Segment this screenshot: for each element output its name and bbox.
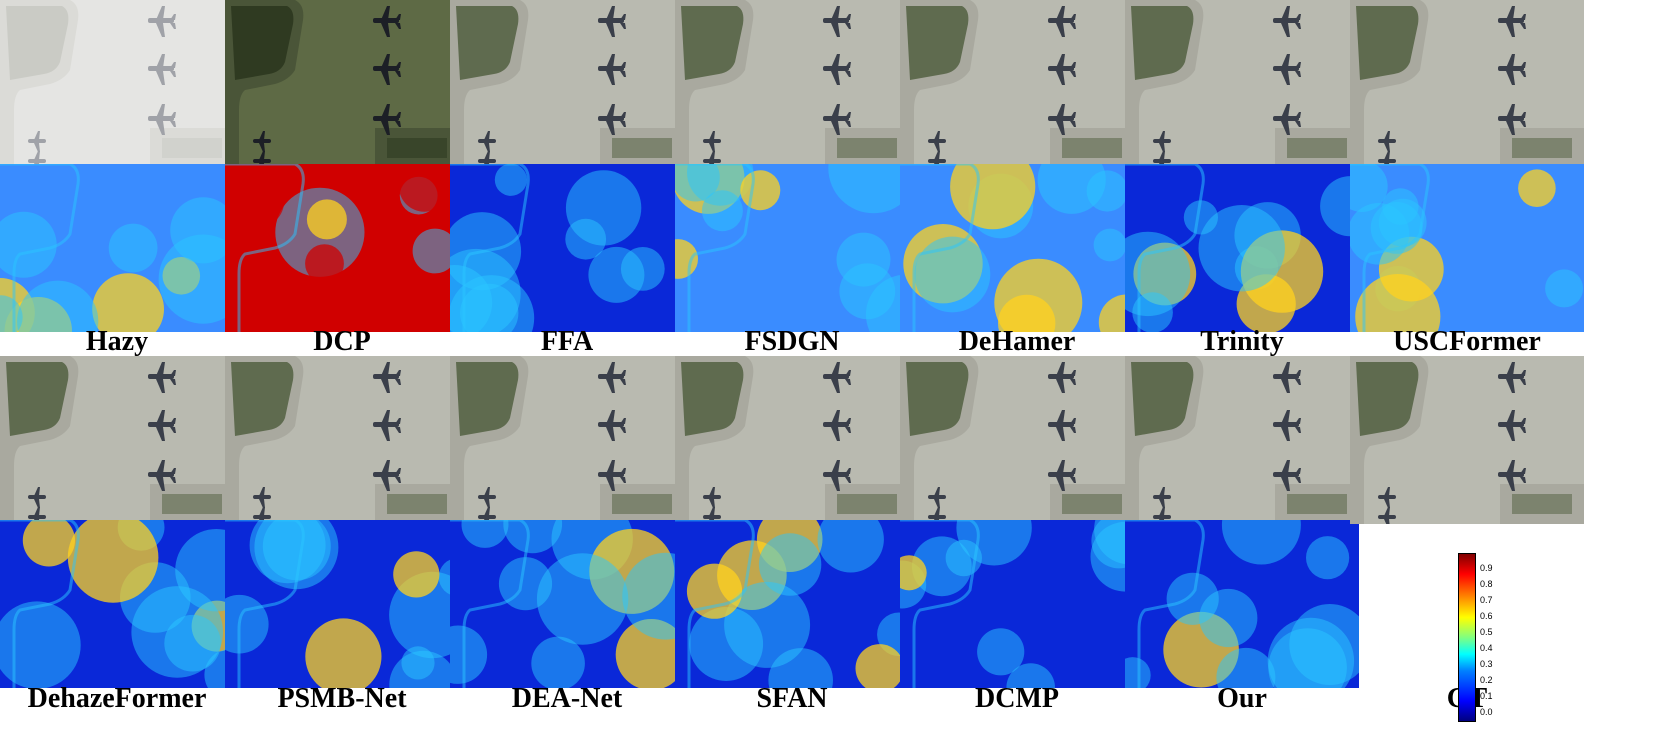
uscformer-label: USCFormer	[1393, 326, 1541, 357]
colorbar-tick: 0.2	[1480, 675, 1493, 685]
dcp-error-map	[225, 164, 459, 332]
ffa-label: FFA	[540, 326, 594, 357]
dcp-label: DCP	[313, 326, 371, 357]
colorbar-tick: 0.8	[1480, 579, 1493, 589]
error-colorbar: 0.9 0.8 0.7 0.6 0.5 0.4 0.3 0.2 0.1 0.0	[1450, 553, 1540, 722]
colorbar-tick: 0.0	[1480, 707, 1493, 717]
colorbar-tick: 0.3	[1480, 659, 1493, 669]
hazy-error-map	[0, 164, 234, 332]
colorbar-tick: 0.5	[1480, 627, 1493, 637]
fsdgn-label: FSDGN	[744, 326, 840, 357]
trinity-label: Trinity	[1200, 326, 1284, 357]
dehazeformer-image	[0, 356, 234, 524]
dcmp-error-map	[900, 520, 1134, 688]
dea-net-label: DEA-Net	[511, 683, 623, 714]
sfan-label: SFAN	[756, 683, 828, 714]
hazy-image	[0, 0, 234, 168]
dehamer-image	[900, 0, 1134, 168]
ffa-image	[450, 0, 684, 168]
psmb-net-image	[225, 356, 459, 524]
trinity-error-map	[1125, 164, 1359, 332]
colorbar-tick: 0.7	[1480, 595, 1493, 605]
our-error-map	[1125, 520, 1359, 688]
sfan-error-map	[675, 520, 909, 688]
psmb-net-error-map	[225, 520, 459, 688]
gt-image	[1350, 356, 1584, 524]
psmb-net-label: PSMB-Net	[277, 683, 407, 714]
our-label: Our	[1217, 683, 1267, 714]
dehazeformer-label: DehazeFormer	[27, 683, 207, 714]
our-image	[1125, 356, 1359, 524]
colorbar-tick: 0.6	[1480, 611, 1493, 621]
colorbar-gradient	[1458, 553, 1476, 722]
dehazeformer-error-map	[0, 520, 234, 688]
dea-net-image	[450, 356, 684, 524]
ffa-error-map	[450, 164, 684, 332]
dcmp-label: DCMP	[975, 683, 1059, 714]
dcmp-image	[900, 356, 1134, 524]
dcp-image	[225, 0, 459, 168]
fsdgn-error-map	[675, 164, 909, 332]
dehamer-error-map	[900, 164, 1134, 332]
colorbar-tick: 0.1	[1480, 691, 1493, 701]
fsdgn-image	[675, 0, 909, 168]
sfan-image	[675, 356, 909, 524]
uscformer-image	[1350, 0, 1584, 168]
dehamer-label: DeHamer	[958, 326, 1076, 357]
colorbar-tick: 0.4	[1480, 643, 1493, 653]
colorbar-tick: 0.9	[1480, 563, 1493, 573]
uscformer-error-map	[1350, 164, 1584, 332]
trinity-image	[1125, 0, 1359, 168]
hazy-label: Hazy	[85, 326, 149, 357]
dea-net-error-map	[450, 520, 684, 688]
